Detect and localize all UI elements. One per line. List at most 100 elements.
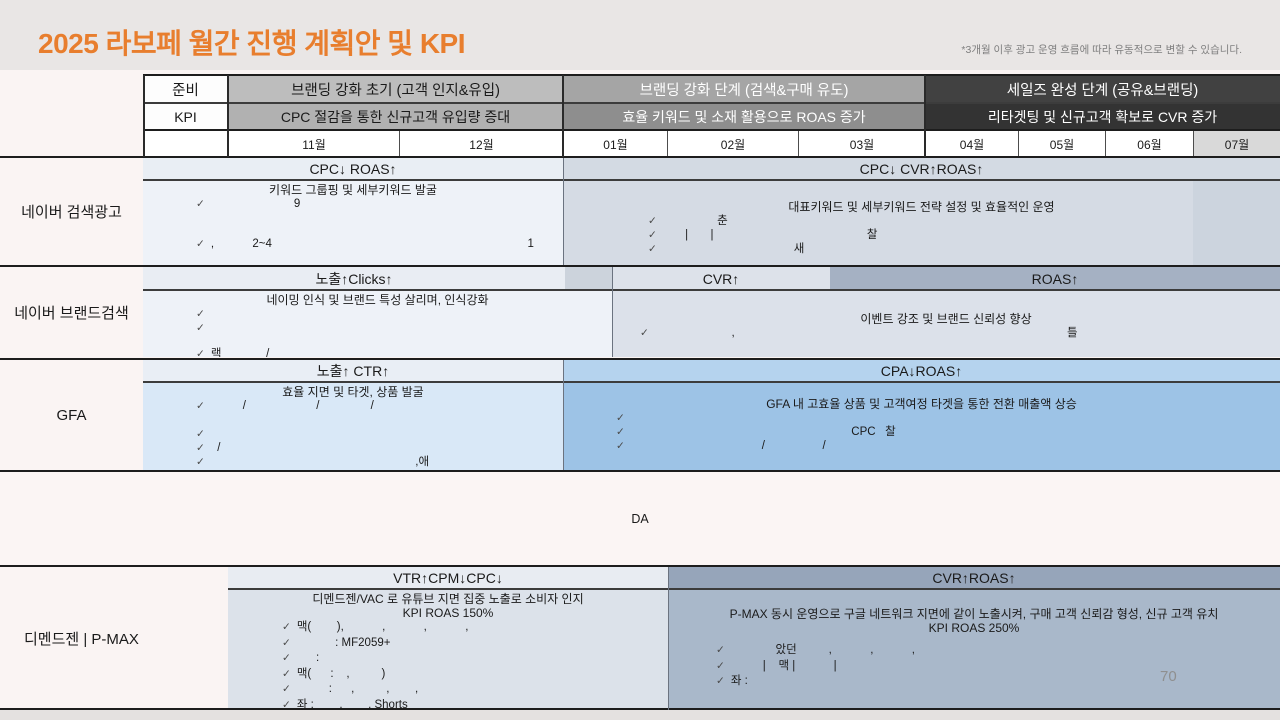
kpi-band-naver-search-right: CPC↓ CVR↑ROAS↑ bbox=[563, 158, 1280, 180]
grid-line bbox=[143, 74, 1280, 76]
cell-subtitle: KPI ROAS 150% bbox=[402, 606, 494, 620]
check-icon: ✓ bbox=[196, 308, 205, 320]
row-label-naver-search: 네이버 검색광고 bbox=[21, 204, 122, 221]
cell-naver-search-left: 키워드 그룹핑 및 세부키워드 발굴 ✓ 9 ✓, 2~4 1 bbox=[143, 180, 563, 265]
cell-naver-search-right: 대표키워드 및 세부키워드 전략 설정 및 효율적인 운영 ✓ 춘 ✓ | | … bbox=[563, 180, 1280, 265]
page-number: 70 bbox=[1160, 668, 1177, 685]
grid-line bbox=[562, 75, 564, 157]
cell-naver-brand-left: 네이밍 인식 및 브랜드 특성 살리며, 인식강화 ✓ ✓ ✓ 랙 / bbox=[143, 290, 612, 357]
cell-subtitle: KPI ROAS 250% bbox=[928, 621, 1020, 635]
bullet-line: ✓ bbox=[143, 321, 612, 335]
header-stage1-kpi: CPC 절감을 통한 신규고객 유입량 증대 bbox=[228, 103, 563, 131]
month07-column-shade bbox=[1193, 180, 1280, 265]
bullet-line: ✓ 랙 / bbox=[143, 347, 612, 357]
header-prep-label: 준비 bbox=[143, 75, 228, 103]
grid-line bbox=[0, 565, 1280, 567]
check-icon: ✓ bbox=[196, 198, 205, 210]
row-label-gfa: GFA bbox=[56, 406, 87, 424]
check-icon: ✓ bbox=[282, 683, 291, 695]
month-cell-01: 01월 bbox=[563, 131, 667, 158]
check-icon: ✓ bbox=[196, 322, 205, 334]
grid-line bbox=[227, 75, 229, 157]
check-icon: ✓ bbox=[716, 659, 725, 672]
top-band bbox=[0, 0, 1280, 70]
bullet-line: ✓ 9 bbox=[196, 198, 301, 210]
bullet-line: ✓ : , , , bbox=[228, 682, 668, 698]
grid-line bbox=[563, 158, 564, 265]
bottom-strip bbox=[0, 710, 1280, 720]
grid-line bbox=[668, 567, 669, 710]
check-icon: ✓ bbox=[282, 621, 291, 633]
check-icon: ✓ bbox=[648, 243, 657, 255]
month-cell-07: 07월 bbox=[1193, 131, 1280, 158]
grid-line bbox=[924, 75, 926, 157]
grid-line bbox=[0, 265, 1280, 267]
header-kpi-label: KPI bbox=[143, 103, 228, 131]
grid-line bbox=[0, 708, 1280, 710]
bullet-line: ✓ / / / bbox=[196, 400, 374, 412]
month-cell-02: 02월 bbox=[667, 131, 798, 158]
check-icon: ✓ bbox=[282, 636, 291, 649]
da-section-label: DA bbox=[0, 472, 1280, 565]
check-icon: ✓ bbox=[196, 428, 205, 440]
header-stage2-phase: 브랜딩 강화 단계 (검색&구매 유도) bbox=[563, 75, 925, 103]
month-cell-empty bbox=[143, 131, 228, 158]
cell-title: P-MAX 동시 운영으로 구글 네트워크 지면에 같이 노출시켜, 구매 고객… bbox=[729, 607, 1219, 621]
kpi-band-demandgen-left: VTR↑CPM↓CPC↓ bbox=[228, 567, 668, 589]
cell-title: 이벤트 강조 및 브랜드 신뢰성 향상 bbox=[860, 312, 1032, 326]
check-icon: ✓ bbox=[648, 215, 657, 227]
bullet-line: ✓ 춘 bbox=[648, 215, 728, 227]
bullet-line: ✓ 맥( : , ) bbox=[228, 667, 668, 683]
bullet-line: ✓ : bbox=[228, 651, 668, 667]
month-cell-06: 06월 bbox=[1105, 131, 1193, 158]
cell-title: GFA 내 고효율 상품 및 고객여정 타겟을 통한 전환 매출액 상승 bbox=[766, 397, 1077, 411]
check-icon: ✓ bbox=[616, 412, 625, 424]
grid-line bbox=[563, 360, 564, 470]
bullet-line: ✓ CPC 찰 bbox=[616, 426, 896, 438]
grid-line bbox=[143, 129, 1280, 131]
kpi-band-demandgen-right: CVR↑ROAS↑ bbox=[668, 567, 1280, 589]
cell-gfa-left: 효율 지면 및 타겟, 상품 발굴 ✓ / / / ✓ ✓ / ✓ ,애 bbox=[143, 382, 563, 470]
header-stage1-phase: 브랜딩 강화 초기 (고객 인지&유입) bbox=[228, 75, 563, 103]
check-icon: ✓ bbox=[196, 400, 205, 412]
row-label-naver-brand: 네이버 브랜드검색 bbox=[14, 304, 129, 322]
cell-title: 네이밍 인식 및 브랜드 특성 살리며, 인식강화 bbox=[266, 293, 489, 307]
cell-demandgen-right: P-MAX 동시 운영으로 구글 네트워크 지면에 같이 노출시켜, 구매 고객… bbox=[668, 589, 1280, 710]
kpi-band-naver-brand-roas: ROAS↑ bbox=[830, 267, 1280, 290]
bullet-line: ✓ : MF2059+ bbox=[228, 636, 668, 652]
cell-naver-brand-right: 이벤트 강조 및 브랜드 신뢰성 향상 ✓ , 틀 bbox=[612, 290, 1280, 357]
bullet-line: ✓ bbox=[143, 307, 612, 321]
bullet-line: ✓ 좌 : bbox=[668, 674, 1280, 690]
kpi-band-naver-brand-gap bbox=[565, 267, 612, 290]
check-icon: ✓ bbox=[282, 667, 291, 680]
month-cell-12: 12월 bbox=[399, 131, 563, 158]
grid-line bbox=[0, 358, 1280, 360]
grid-line bbox=[143, 75, 145, 157]
bullet-line: ✓ bbox=[143, 427, 563, 441]
grid-line bbox=[612, 267, 613, 357]
bullet-line: ✓ | | 찰 bbox=[648, 229, 878, 241]
header-stage3-phase: 세일즈 완성 단계 (공유&브랜딩) bbox=[925, 75, 1280, 103]
month-cell-04: 04월 bbox=[925, 131, 1018, 158]
check-icon: ✓ bbox=[196, 348, 205, 357]
kpi-band-gfa-right: CPA↓ROAS↑ bbox=[563, 360, 1280, 382]
check-icon: ✓ bbox=[640, 327, 649, 339]
bullet-line: ✓, 2~4 1 bbox=[196, 238, 534, 250]
grid-line bbox=[143, 381, 1280, 383]
bullet-line: ✓ / / bbox=[616, 440, 826, 452]
kpi-band-naver-brand-left: 노출↑Clicks↑ bbox=[143, 267, 565, 290]
check-icon: ✓ bbox=[716, 644, 725, 656]
cell-title: 대표키워드 및 세부키워드 전략 설정 및 효율적인 운영 bbox=[788, 200, 1055, 214]
page-title: 2025 라보페 월간 진행 계획안 및 KPI bbox=[38, 28, 466, 59]
bullet-line: ✓ / bbox=[196, 442, 221, 454]
disclaimer-note: *3개월 이후 광고 운영 흐름에 따라 유동적으로 변할 수 있습니다. bbox=[961, 44, 1242, 56]
bullet-line: ✓ bbox=[563, 411, 1280, 425]
bullet-line: ✓ ,애 bbox=[196, 456, 430, 468]
bullet-line: ✓ | 맥 | | bbox=[668, 659, 1280, 675]
check-icon: ✓ bbox=[196, 456, 205, 468]
kpi-band-gfa-left: 노출↑ CTR↑ bbox=[143, 360, 563, 382]
check-icon: ✓ bbox=[196, 442, 205, 454]
cell-title: 효율 지면 및 타겟, 상품 발굴 bbox=[282, 385, 424, 399]
check-icon: ✓ bbox=[616, 426, 625, 438]
